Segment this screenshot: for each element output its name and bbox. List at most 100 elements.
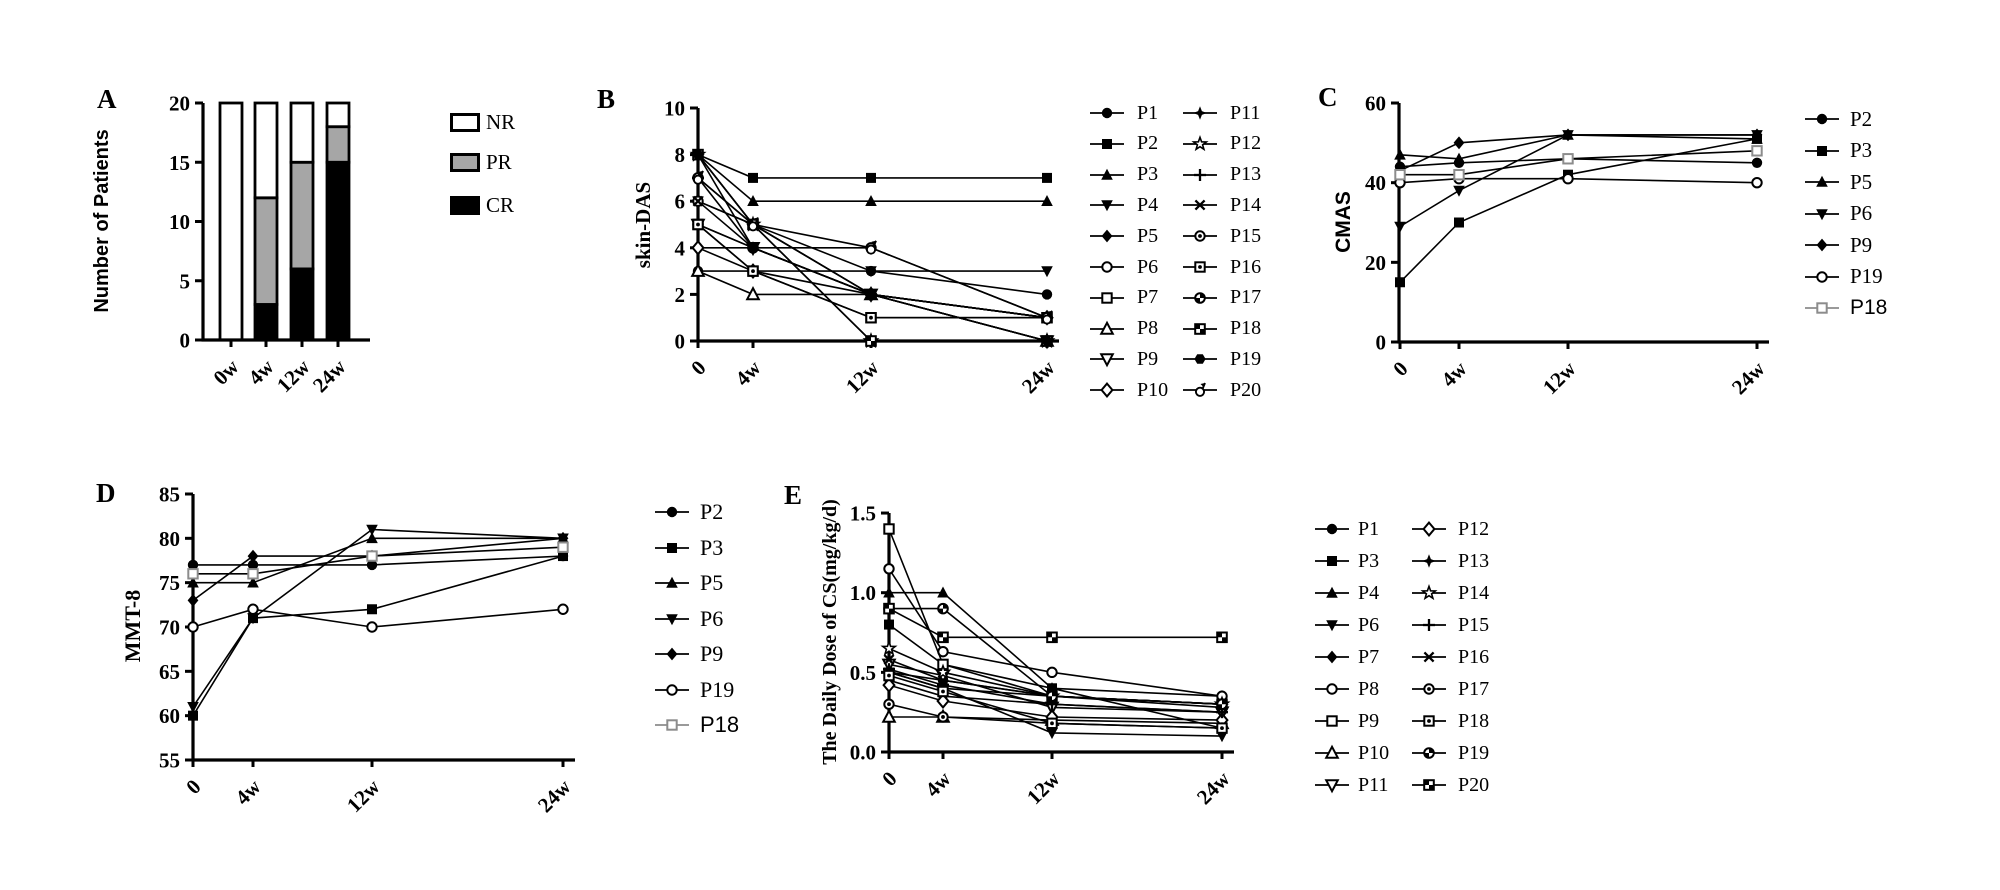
legend-label: P19 — [1230, 347, 1262, 370]
legend-item-p7: P7 — [1315, 645, 1380, 668]
legend-item-p19: P19 — [655, 677, 734, 702]
legend-marker-filled-triangle-up — [1090, 168, 1124, 180]
legend-label: P9 — [1850, 232, 1873, 257]
legend-label: P3 — [1850, 138, 1873, 162]
legend-marker-open-circle — [1090, 261, 1124, 273]
svg-text:12w: 12w — [272, 354, 315, 397]
legend-marker-filled-circle — [1805, 113, 1839, 125]
legend-marker-open-square — [655, 719, 689, 731]
legend-label: P5 — [1850, 169, 1873, 194]
legend-item-p6: P6 — [1315, 614, 1379, 636]
legend-marker-plus — [1412, 619, 1446, 631]
legend-item-p4: P4 — [1315, 582, 1379, 604]
legend-marker-open-circle — [1315, 683, 1349, 695]
legend-marker-open-triangle-down — [1090, 353, 1124, 368]
legend-label: P18 — [1230, 317, 1262, 340]
legend-item-p2: P2 — [655, 499, 724, 524]
legend-item-pr: PR — [450, 150, 512, 174]
legend-item-p12: P12 — [1412, 518, 1489, 540]
legend-marker-plus — [1183, 168, 1217, 181]
legend-marker-star5-open — [1412, 584, 1446, 601]
legend-marker-filled-square — [655, 542, 689, 553]
legend-item-p3: P3 — [1805, 138, 1873, 162]
svg-text:0w: 0w — [208, 354, 244, 390]
legend-item-p17: P17 — [1412, 678, 1489, 700]
legend-marker-open-circle — [1805, 270, 1839, 283]
legend-item-p20: P20 — [1412, 773, 1490, 796]
svg-text:6: 6 — [675, 190, 686, 214]
legend-marker-star4-filled — [1183, 106, 1217, 120]
legend-item-p1: P1 — [1315, 517, 1380, 540]
svg-text:The Daily Dose of CS(mg/kg/d): The Daily Dose of CS(mg/kg/d) — [819, 499, 841, 765]
legend-label: P9 — [700, 641, 724, 666]
legend-item-p20: P20 — [1183, 379, 1261, 401]
legend-marker-filled-triangle-down — [1315, 620, 1349, 632]
legend-item-p3: P3 — [1315, 550, 1379, 572]
legend-label: P2 — [700, 499, 724, 524]
svg-text:10: 10 — [664, 97, 685, 121]
legend-marker-filled-triangle-up — [655, 576, 689, 588]
legend-marker-open-triangle-down — [1315, 779, 1349, 794]
legend-marker-circle-flag — [1183, 382, 1217, 398]
legend-label: P2 — [1850, 106, 1873, 131]
svg-text:55: 55 — [159, 749, 180, 773]
svg-text:40: 40 — [1365, 171, 1386, 195]
svg-text:0: 0 — [180, 329, 191, 353]
legend-item-p14: P14 — [1183, 193, 1262, 216]
legend-label: P1 — [1358, 517, 1380, 540]
legend-label: P14 — [1458, 581, 1490, 604]
panel-a-letter: A — [97, 84, 117, 114]
legend-label: P9 — [1137, 347, 1159, 370]
legend-item-p9: P9 — [655, 641, 724, 666]
svg-text:20: 20 — [169, 92, 190, 116]
legend-label: P18 — [1458, 709, 1490, 732]
panel-c-chart: 0 20 40 60 0 4w 12w 24w CMAS — [1332, 92, 1770, 400]
legend-marker-filled-triangle-up — [1315, 586, 1349, 598]
legend-label: P6 — [1850, 201, 1873, 225]
legend-item-p2: P2 — [1090, 132, 1158, 154]
legend-item-p18: P18 — [1412, 709, 1490, 732]
panel-a-legend: NR PR CR — [440, 98, 590, 233]
panel-d-chart: 55 60 65 70 75 80 85 0 4w 12w 24w MMT-8 — [120, 482, 576, 817]
legend-marker-filled-triangle-down — [655, 613, 689, 625]
legend-item-p9: P9 — [1315, 709, 1380, 732]
legend-label: P18 — [1850, 296, 1888, 319]
legend-marker-cross — [1412, 651, 1446, 663]
legend-label: P7 — [1358, 645, 1380, 668]
legend-item-p3: P3 — [1090, 163, 1159, 186]
legend-label: P9 — [1358, 709, 1380, 732]
svg-text:12w: 12w — [841, 355, 884, 398]
legend-marker-filled-square — [1805, 145, 1839, 156]
legend-label: P20 — [1458, 773, 1490, 796]
legend-label: P14 — [1230, 193, 1262, 216]
legend-marker-square-dot — [1412, 715, 1446, 727]
svg-text:4w: 4w — [920, 766, 956, 802]
legend-label: P19 — [1458, 741, 1490, 764]
legend-item-p7: P7 — [1090, 286, 1158, 308]
svg-text:12w: 12w — [1022, 766, 1065, 809]
svg-text:8: 8 — [675, 143, 686, 167]
legend-item-p11: P11 — [1183, 102, 1260, 124]
legend-item-p5: P5 — [1805, 169, 1873, 194]
svg-text:skin-DAS: skin-DAS — [631, 182, 655, 268]
legend-item-p10: P10 — [1090, 379, 1168, 401]
legend-item-p17: P17 — [1183, 286, 1261, 308]
svg-text:15: 15 — [169, 151, 190, 175]
legend-marker-square-checker — [1183, 322, 1217, 335]
legend-swatch-pr — [450, 152, 480, 172]
legend-marker-circle-dot — [1183, 230, 1217, 242]
legend-item-p16: P16 — [1412, 646, 1489, 668]
legend-item-p12: P12 — [1183, 132, 1261, 154]
svg-text:4w: 4w — [243, 354, 279, 390]
legend-swatch-cr — [450, 195, 480, 215]
legend-marker-filled-circle — [1090, 107, 1124, 119]
legend-marker-hexagon-filled — [1183, 354, 1217, 365]
legend-marker-open-circle — [655, 683, 689, 696]
legend-label: P8 — [1358, 677, 1380, 700]
legend-marker-filled-triangle-down — [1090, 200, 1124, 212]
legend-label: P3 — [1137, 163, 1159, 186]
legend-marker-open-square — [1805, 302, 1839, 314]
legend-marker-star4-filled — [1412, 554, 1446, 568]
